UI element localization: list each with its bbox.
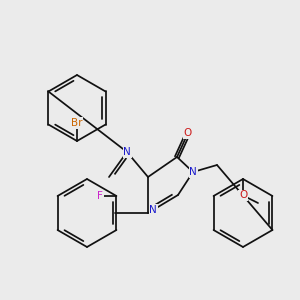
Text: N: N (149, 205, 157, 215)
Text: O: O (184, 128, 192, 138)
Text: F: F (97, 191, 103, 201)
Text: O: O (239, 190, 247, 200)
Text: F: F (97, 191, 103, 201)
Text: N: N (123, 147, 131, 157)
Text: N: N (189, 167, 197, 177)
Text: Br: Br (71, 118, 83, 128)
Text: Br: Br (71, 118, 83, 128)
